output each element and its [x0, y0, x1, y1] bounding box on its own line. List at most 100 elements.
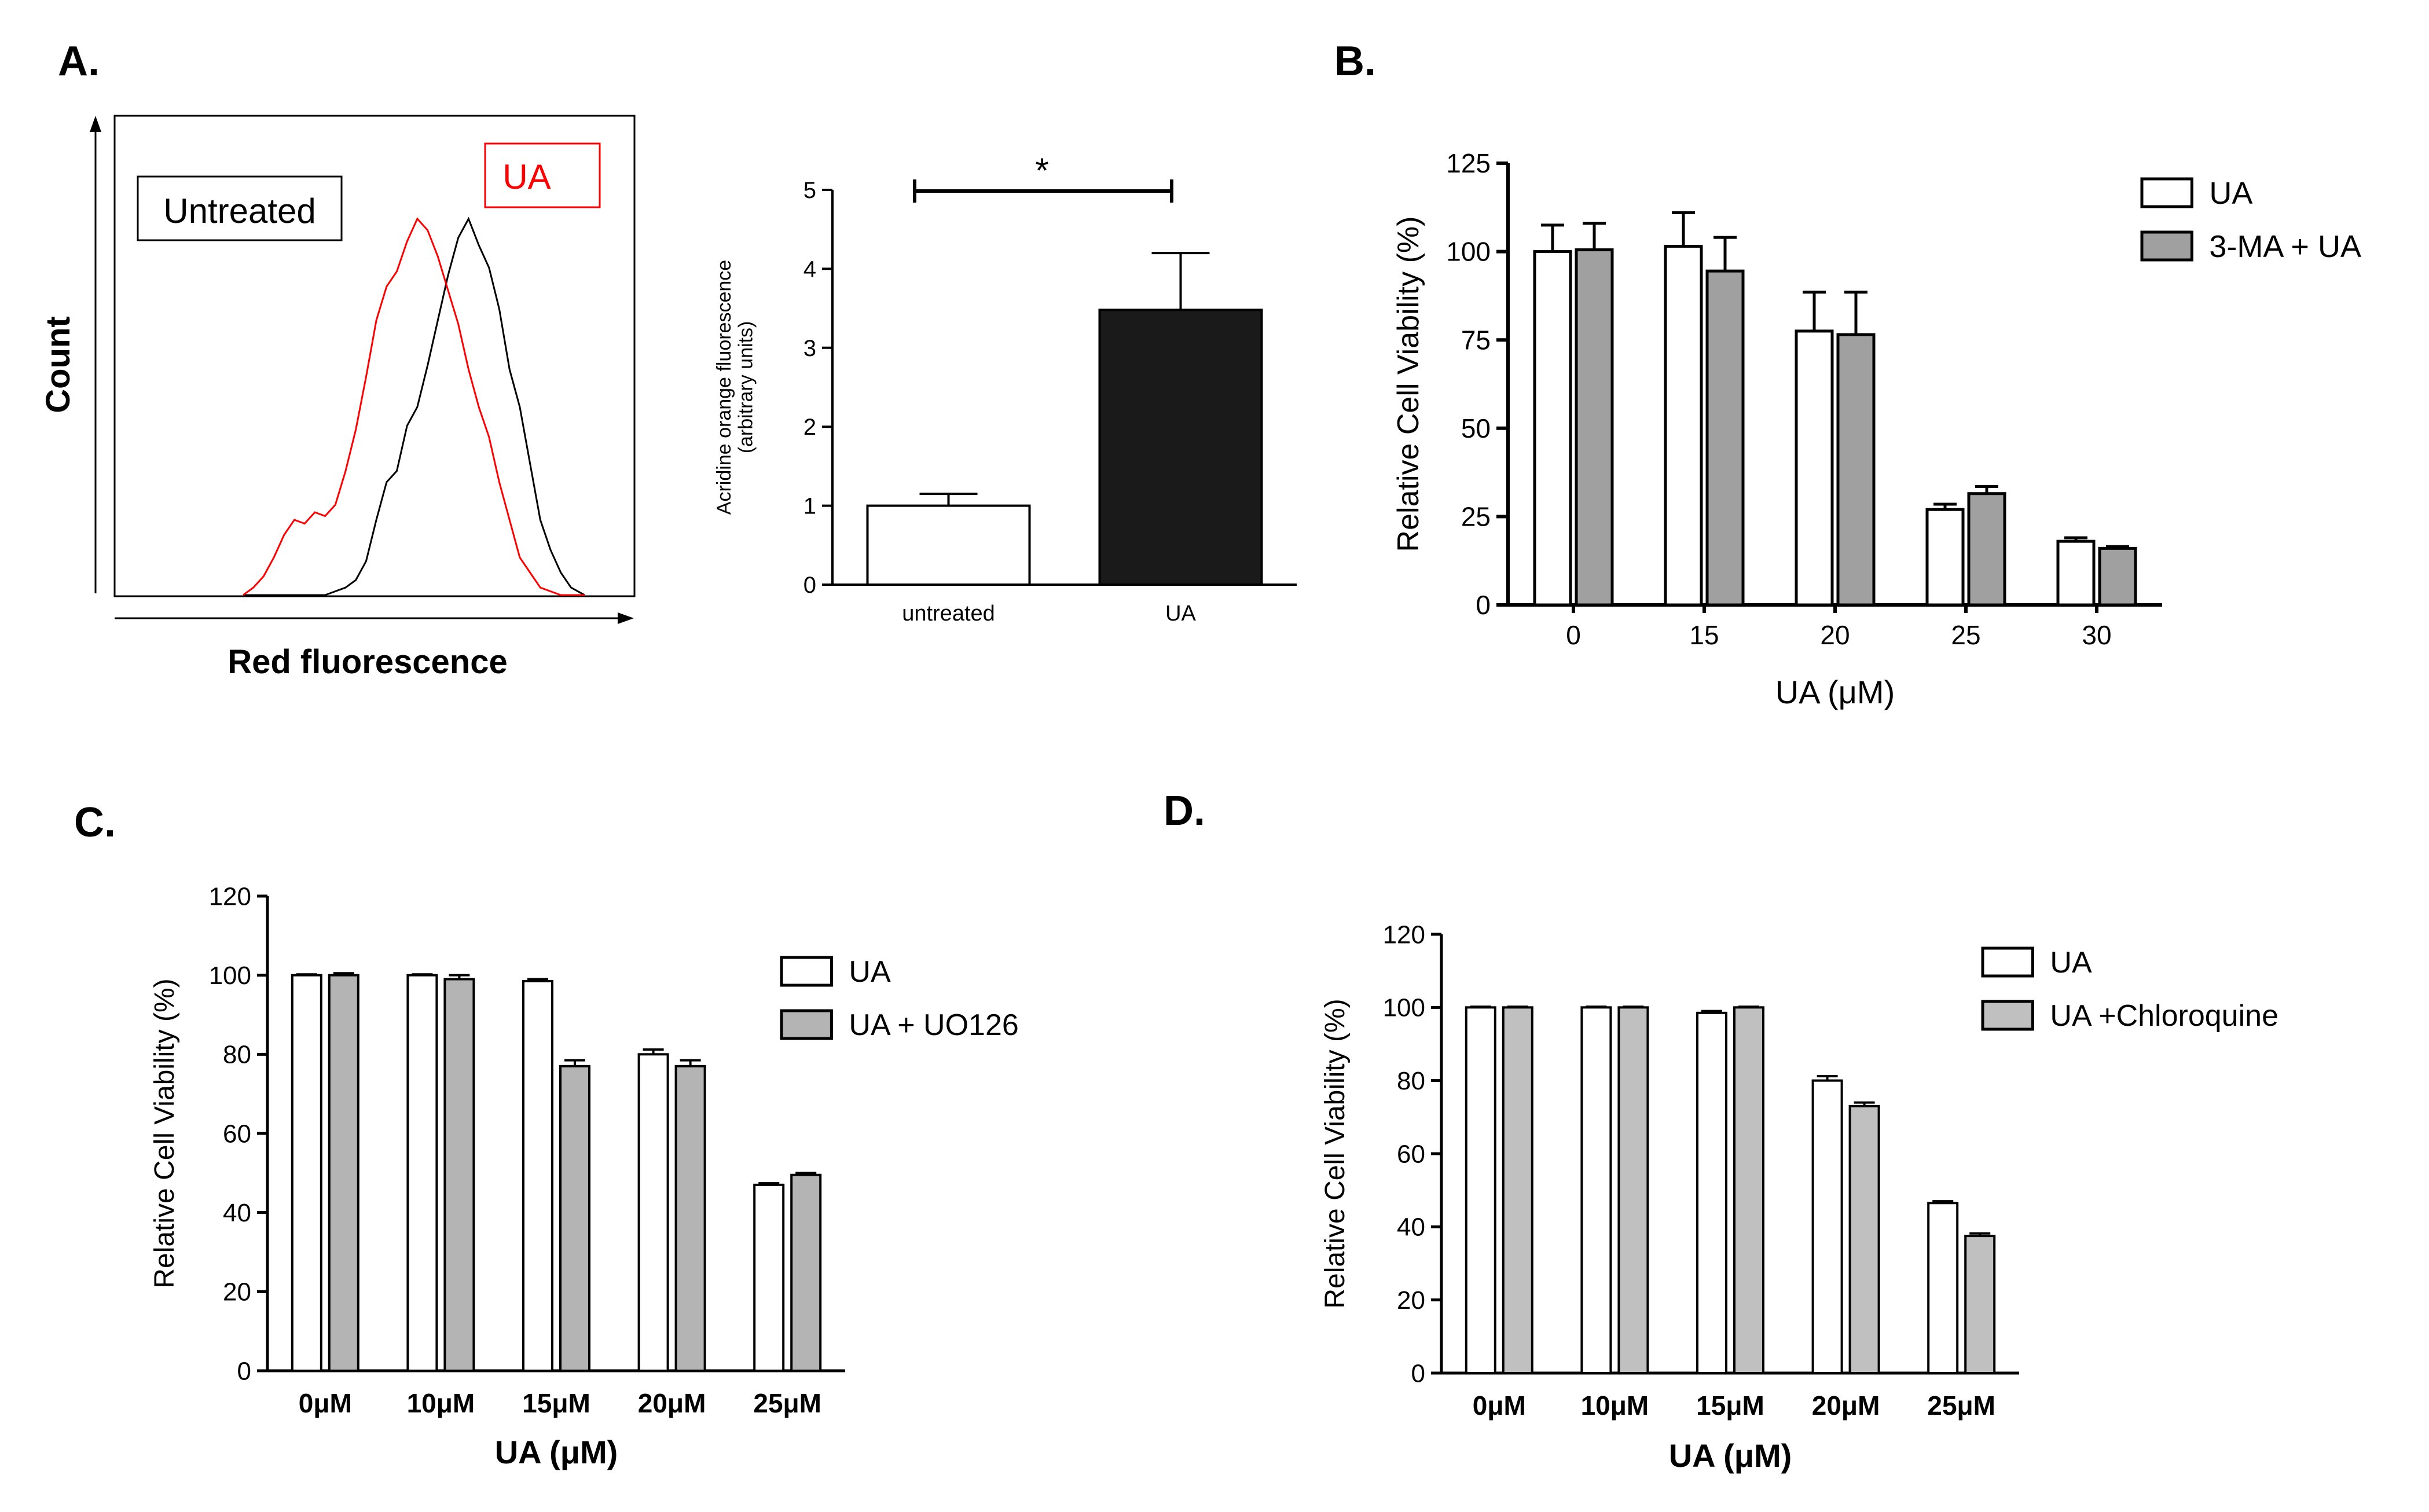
c-bar	[291, 974, 322, 1372]
d-x-axis-label: UA (μM)	[1669, 1437, 1792, 1474]
histogram-x-arrowhead	[618, 612, 634, 624]
c-y-tick-label: 120	[209, 882, 251, 911]
d-bar	[1502, 1006, 1533, 1375]
c-x-tick-label: 10μM	[407, 1388, 475, 1418]
c-bar	[790, 1173, 822, 1372]
a-bar-y-tick-label: 4	[803, 256, 816, 282]
c-x-axis-label: UA (μM)	[495, 1434, 618, 1470]
d-legend-swatch	[1981, 946, 2034, 978]
a-bar-y-axis-label: (arbitrary units)	[735, 321, 757, 454]
a-bar-x-tick-label: UA	[1165, 601, 1196, 626]
a-bar-x-tick-label: untreated	[902, 601, 995, 626]
panel-label-a: A.	[58, 38, 100, 85]
b-x-tick-label: 0	[1566, 620, 1581, 650]
b-bar	[2056, 540, 2096, 607]
d-x-tick-label: 25μM	[1927, 1390, 1995, 1421]
b-bar	[1705, 269, 1745, 607]
c-legend-label: UA	[849, 955, 891, 989]
untreated-legend-label: Untreated	[163, 192, 316, 230]
panel-label-b: B.	[1334, 38, 1376, 85]
c-legend-swatch	[780, 956, 833, 987]
b-bar	[1836, 333, 1876, 607]
untreated-legend-box	[137, 175, 343, 241]
a-bar-y-axis-label: Acridine orange fluorescence	[713, 260, 735, 515]
d-y-tick-label: 20	[1397, 1286, 1425, 1315]
c-x-tick-label: 15μM	[522, 1388, 590, 1418]
c-legend-swatch	[780, 1009, 833, 1040]
b-bar	[1533, 250, 1572, 607]
b-x-tick-label: 20	[1820, 620, 1850, 650]
d-y-tick-label: 40	[1397, 1213, 1425, 1242]
c-y-tick-label: 100	[209, 961, 251, 990]
b-y-tick-label: 125	[1446, 148, 1491, 178]
c-legend-label: UA + UO126	[849, 1008, 1018, 1042]
b-x-tick-label: 15	[1689, 620, 1719, 650]
b-bar	[1575, 248, 1614, 607]
b-y-tick-label: 25	[1461, 502, 1491, 532]
d-bar	[1964, 1235, 1996, 1374]
b-bar	[1795, 329, 1834, 607]
panel-d-chart: 0 20 40 60 80 100 120 0μM 10μM 15μM 20μM 25μM Relati…	[1320, 920, 2278, 1474]
c-x-tick-label: 0μM	[299, 1388, 352, 1418]
d-y-tick-label: 100	[1383, 994, 1425, 1022]
c-y-tick-label: 60	[223, 1120, 251, 1148]
panel-b-chart: 0 25 50 75 100 125 0 15 20 25 30 Relative Cell Viab…	[1392, 148, 2361, 710]
d-legend-label: UA +Chloroquine	[2050, 999, 2278, 1033]
d-x-tick-label: 0μM	[1473, 1390, 1526, 1421]
c-y-axis-label: Relative Cell Viability (%)	[149, 978, 180, 1288]
c-bar	[559, 1065, 590, 1372]
d-y-axis-label: Relative Cell Viability (%)	[1320, 999, 1351, 1308]
b-y-tick-label: 50	[1461, 413, 1491, 443]
panel-a-bar-chart: 0 1 2 3 4 5 untreated UA Acridine orange fluores…	[713, 151, 1297, 626]
d-x-tick-label: 15μM	[1696, 1390, 1764, 1421]
d-legend-swatch	[1981, 1000, 2034, 1031]
d-y-tick-label: 80	[1397, 1067, 1425, 1095]
a-bar-bar	[866, 504, 1031, 586]
ua-legend-label: UA	[502, 157, 551, 196]
b-bar	[1967, 492, 2006, 607]
b-legend-label: UA	[2209, 176, 2252, 211]
c-y-tick-label: 80	[223, 1041, 251, 1069]
histogram-trace-untreated	[243, 216, 585, 596]
b-x-tick-label: 30	[2082, 620, 2111, 650]
d-bar	[1733, 1006, 1764, 1375]
c-x-tick-label: 25μM	[753, 1388, 821, 1418]
b-y-tick-label: 0	[1476, 590, 1491, 620]
d-y-tick-label: 120	[1383, 920, 1425, 949]
b-legend-label: 3-MA + UA	[2209, 229, 2361, 264]
c-y-tick-label: 20	[223, 1278, 251, 1307]
d-bar	[1848, 1104, 1880, 1374]
d-bar	[1927, 1202, 1959, 1374]
b-y-tick-label: 100	[1446, 237, 1491, 267]
d-bar	[1696, 1011, 1727, 1374]
b-y-tick-label: 75	[1461, 325, 1491, 355]
d-bar	[1580, 1006, 1612, 1375]
c-bar	[443, 978, 475, 1372]
significance-star: *	[1035, 151, 1048, 190]
d-bar	[1811, 1079, 1843, 1374]
panel-c-chart: 0 20 40 60 80 100 120 0μM 10μM 15μM 20μM 25μM Relati…	[149, 882, 1019, 1470]
b-bar	[1925, 508, 1965, 607]
c-bar	[753, 1183, 785, 1372]
b-legend-swatch	[2140, 177, 2193, 208]
d-y-tick-label: 60	[1397, 1140, 1425, 1168]
c-x-tick-label: 20μM	[638, 1388, 706, 1418]
ua-legend-box	[484, 142, 601, 208]
histogram-frame	[113, 115, 636, 597]
b-legend-swatch	[2140, 230, 2193, 262]
d-bar	[1465, 1006, 1496, 1375]
d-legend-label: UA	[2050, 946, 2092, 979]
a-bar-y-tick-label: 5	[803, 178, 816, 203]
b-bar	[2098, 546, 2137, 607]
histogram-y-arrowhead	[90, 116, 101, 132]
panel-label-d: D.	[1164, 788, 1205, 834]
histogram-trace-ua	[243, 217, 585, 596]
c-bar	[637, 1053, 669, 1372]
c-y-tick-label: 0	[237, 1357, 251, 1385]
d-x-tick-label: 20μM	[1812, 1390, 1880, 1421]
a-bar-y-tick-label: 1	[803, 494, 816, 519]
a-bar-y-tick-label: 0	[803, 572, 816, 598]
panel-a-histogram: Untreated UA Count Red fluorescence	[39, 115, 636, 681]
b-y-axis-label: Relative Cell Viability (%)	[1392, 216, 1425, 552]
